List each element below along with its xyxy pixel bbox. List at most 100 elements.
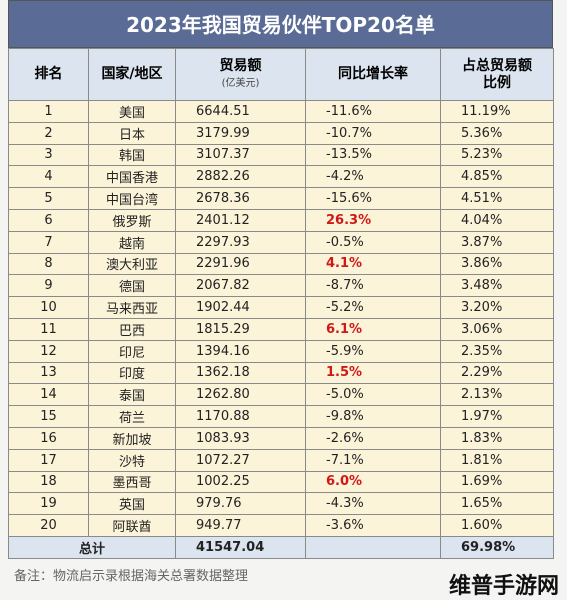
table-row: 15 荷兰 1170.88 -9.8% 1.97% (8, 405, 554, 428)
table-cell: 澳大利亚 (88, 252, 176, 276)
table-cell: -5.0% (305, 383, 441, 407)
table-cell: 中国台湾 (88, 187, 176, 210)
table-cell: -13.5% (305, 143, 441, 167)
table-cell: 11.19% (440, 100, 554, 123)
table-cell: 1262.80 (175, 383, 306, 407)
table-row: 11 巴西 1815.29 6.1% 3.06% (8, 317, 554, 341)
table-row: 20 阿联酋 949.77 -3.6% 1.60% (8, 514, 554, 537)
table-cell: 3107.37 (175, 143, 306, 167)
table-cell: 3.20% (440, 296, 554, 319)
table-cell: 18 (8, 470, 89, 494)
table-cell: 3.06% (440, 317, 554, 341)
table-cell: 韩国 (88, 143, 176, 167)
table-cell: 979.76 (175, 492, 306, 516)
table-cell: 阿联酋 (88, 514, 176, 537)
table-cell: 1.60% (440, 514, 554, 537)
table-cell: -5.9% (305, 339, 441, 363)
table-cell: 1 (8, 100, 89, 123)
table-cell: 3.86% (440, 252, 554, 276)
table-container: 2023年我国贸易伙伴TOP20名单 排名 国家/地区 贸易额 (亿美元) 同比增长率 占… (8, 0, 554, 559)
table-cell: 14 (8, 383, 89, 407)
table-cell: 1.69% (440, 470, 554, 494)
total-label: 总计 (8, 535, 176, 559)
table-cell: 7 (8, 230, 89, 254)
table-cell: 1902.44 (175, 296, 306, 319)
table-cell: 2.29% (440, 361, 554, 385)
table-row: 6 俄罗斯 2401.12 26.3% 4.04% (8, 208, 554, 232)
table-row: 9 德国 2067.82 -8.7% 3.48% (8, 274, 554, 298)
table-cell: -2.6% (305, 426, 441, 450)
table-cell: 2.35% (440, 339, 554, 363)
table-cell: 新加坡 (88, 426, 176, 450)
table-cell: 1.83% (440, 426, 554, 450)
table-cell: 1.5% (305, 361, 441, 385)
title: 2023年我国贸易伙伴TOP20名单 (8, 0, 553, 48)
table-row: 7 越南 2297.93 -0.5% 3.87% (8, 230, 554, 254)
table-cell: 4 (8, 165, 89, 189)
table-cell: -11.6% (305, 100, 441, 123)
table-cell: 1002.25 (175, 470, 306, 494)
table-row: 14 泰国 1262.80 -5.0% 2.13% (8, 383, 554, 407)
table-cell: 6644.51 (175, 100, 306, 123)
header-row: 排名 国家/地区 贸易额 (亿美元) 同比增长率 占总贸易额比例 (8, 48, 554, 101)
table-cell: 荷兰 (88, 405, 176, 428)
table-cell: 11 (8, 317, 89, 341)
table-row: 4 中国香港 2882.26 -4.2% 4.85% (8, 165, 554, 189)
table-cell: 4.51% (440, 187, 554, 210)
table-cell: 墨西哥 (88, 470, 176, 494)
total-growth (305, 535, 441, 559)
table-cell: -9.8% (305, 405, 441, 428)
table-cell: 6.1% (305, 317, 441, 341)
table-cell: 美国 (88, 100, 176, 123)
header-text: 占总贸易额比例 (462, 57, 532, 91)
table-cell: 2 (8, 121, 89, 145)
table-cell: -4.3% (305, 492, 441, 516)
header-note: (亿美元) (221, 77, 260, 89)
table-cell: 日本 (88, 121, 176, 145)
table-cell: 4.85% (440, 165, 554, 189)
table-cell: 巴西 (88, 317, 176, 341)
table-cell: 俄罗斯 (88, 208, 176, 232)
table-cell: 印度 (88, 361, 176, 385)
table-row: 1 美国 6644.51 -11.6% 11.19% (8, 100, 554, 123)
table-cell: 1362.18 (175, 361, 306, 385)
table-row: 10 马来西亚 1902.44 -5.2% 3.20% (8, 296, 554, 319)
header-text: 同比增长率 (338, 66, 408, 82)
table-cell: 17 (8, 448, 89, 472)
table-cell: 5.23% (440, 143, 554, 167)
table-cell: 沙特 (88, 448, 176, 472)
table-cell: 马来西亚 (88, 296, 176, 319)
table: 排名 国家/地区 贸易额 (亿美元) 同比增长率 占总贸易额比例 1 美国 6644.51 -1… (8, 48, 554, 559)
total-trade: 41547.04 (175, 535, 306, 559)
total-share: 69.98% (440, 535, 554, 559)
header-cell: 同比增长率 (305, 48, 441, 101)
table-cell: 2.13% (440, 383, 554, 407)
table-cell: 13 (8, 361, 89, 385)
table-row: 19 英国 979.76 -4.3% 1.65% (8, 492, 554, 516)
table-row: 16 新加坡 1083.93 -2.6% 1.83% (8, 426, 554, 450)
header-cell: 国家/地区 (88, 48, 176, 101)
table-row: 5 中国台湾 2678.36 -15.6% 4.51% (8, 187, 554, 210)
table-cell: 2882.26 (175, 165, 306, 189)
table-cell: -10.7% (305, 121, 441, 145)
table-cell: 3.87% (440, 230, 554, 254)
table-cell: 1.97% (440, 405, 554, 428)
table-cell: -3.6% (305, 514, 441, 537)
table-cell: 1.81% (440, 448, 554, 472)
table-cell: 英国 (88, 492, 176, 516)
table-row: 17 沙特 1072.27 -7.1% 1.81% (8, 448, 554, 472)
header-text: 贸易额 (219, 57, 262, 74)
table-cell: 越南 (88, 230, 176, 254)
table-cell: 4.1% (305, 252, 441, 276)
table-cell: 16 (8, 426, 89, 450)
table-cell: 20 (8, 514, 89, 537)
table-cell: -8.7% (305, 274, 441, 298)
total-row: 总计 41547.04 69.98% (8, 535, 554, 559)
table-cell: 1815.29 (175, 317, 306, 341)
table-cell: 1.65% (440, 492, 554, 516)
table-cell: -15.6% (305, 187, 441, 210)
table-cell: -5.2% (305, 296, 441, 319)
table-cell: -0.5% (305, 230, 441, 254)
watermark: 维普手游网 (448, 574, 559, 599)
table-cell: 2291.96 (175, 252, 306, 276)
